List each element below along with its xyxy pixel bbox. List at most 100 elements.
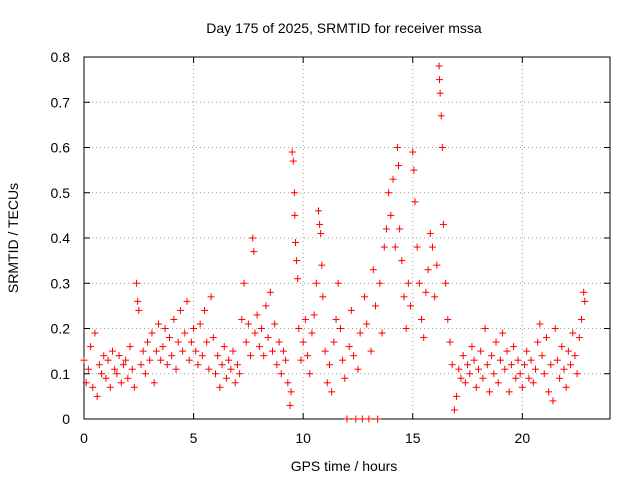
- data-point: [404, 279, 412, 287]
- data-point: [466, 370, 474, 378]
- data-point: [531, 365, 539, 373]
- data-point: [84, 365, 92, 373]
- grid: [84, 57, 610, 419]
- data-point: [325, 361, 333, 369]
- data-point: [545, 388, 553, 396]
- data-point: [437, 112, 445, 120]
- data-point: [567, 361, 575, 369]
- data-point: [289, 157, 297, 165]
- data-point: [435, 62, 443, 70]
- data-point: [332, 315, 340, 323]
- data-point: [308, 329, 316, 337]
- data-point: [418, 315, 426, 323]
- data-point: [288, 148, 296, 156]
- y-tick-label: 0.2: [51, 321, 71, 337]
- data-point: [512, 374, 520, 382]
- data-point: [172, 365, 180, 373]
- data-point: [262, 302, 270, 310]
- data-points: [80, 62, 589, 423]
- data-point: [268, 347, 276, 355]
- data-point: [457, 374, 465, 382]
- data-point: [119, 361, 127, 369]
- data-point: [291, 211, 299, 219]
- data-point: [475, 365, 482, 373]
- data-point: [391, 243, 399, 251]
- data-point: [387, 211, 395, 219]
- data-point: [361, 293, 369, 301]
- data-point: [293, 257, 301, 265]
- data-point: [485, 388, 493, 396]
- data-point: [415, 279, 423, 287]
- y-tick-label: 0.4: [51, 230, 71, 246]
- data-point: [146, 356, 154, 364]
- data-point: [159, 343, 167, 351]
- data-point: [369, 266, 377, 274]
- data-point: [367, 347, 375, 355]
- chart-title: Day 175 of 2025, SRMTID for receiver mss…: [206, 20, 482, 36]
- data-point: [518, 383, 526, 391]
- data-point: [488, 352, 496, 360]
- data-point: [317, 229, 325, 237]
- data-point: [538, 352, 546, 360]
- data-point: [468, 343, 476, 351]
- data-point: [510, 343, 518, 351]
- data-point: [306, 370, 314, 378]
- data-point: [282, 356, 290, 364]
- data-point: [336, 325, 344, 332]
- data-point: [374, 415, 382, 423]
- data-point: [431, 293, 439, 301]
- data-point: [470, 356, 478, 364]
- data-point: [98, 370, 106, 378]
- data-point: [499, 329, 507, 337]
- data-point: [461, 379, 469, 387]
- data-point: [547, 361, 555, 369]
- data-point: [507, 361, 515, 369]
- data-point: [157, 356, 165, 364]
- data-point: [436, 89, 444, 97]
- data-point: [553, 356, 561, 364]
- data-point: [201, 306, 209, 314]
- y-tick-label: 0.6: [51, 140, 71, 156]
- data-point: [185, 356, 193, 364]
- data-point: [413, 243, 421, 251]
- data-point: [299, 338, 307, 346]
- data-point: [266, 288, 274, 296]
- data-point: [564, 347, 572, 355]
- data-point: [287, 388, 295, 396]
- data-point: [139, 347, 147, 355]
- data-point: [558, 343, 566, 351]
- data-point: [227, 365, 235, 373]
- data-point: [297, 356, 305, 364]
- y-tick-label: 0.5: [51, 185, 71, 201]
- data-point: [190, 325, 198, 332]
- data-point: [238, 315, 246, 323]
- data-point: [571, 352, 579, 360]
- data-point: [439, 220, 447, 228]
- data-point: [393, 144, 401, 151]
- data-point: [91, 329, 99, 337]
- data-point: [192, 347, 200, 355]
- data-point: [479, 374, 487, 382]
- data-point: [490, 370, 498, 378]
- data-point: [334, 279, 342, 287]
- data-point: [411, 198, 419, 206]
- data-point: [481, 325, 489, 332]
- data-point: [214, 352, 222, 360]
- axis-ticks: 0 0.1 0.2 0.3 0.4 0.5 0.6 0.7 0.8 0 5 10 15 20: [51, 49, 610, 446]
- data-point: [581, 297, 589, 305]
- data-point: [194, 361, 202, 369]
- data-point: [503, 347, 511, 355]
- data-point: [209, 334, 217, 342]
- data-point: [286, 401, 294, 409]
- data-point: [315, 207, 323, 215]
- data-point: [514, 356, 522, 364]
- data-point: [106, 383, 114, 391]
- data-point: [133, 279, 141, 287]
- data-point: [428, 243, 436, 251]
- data-point: [290, 189, 298, 197]
- data-point: [358, 415, 366, 423]
- data-point: [371, 302, 379, 310]
- data-point: [562, 383, 570, 391]
- data-point: [396, 225, 404, 233]
- data-point: [260, 352, 268, 360]
